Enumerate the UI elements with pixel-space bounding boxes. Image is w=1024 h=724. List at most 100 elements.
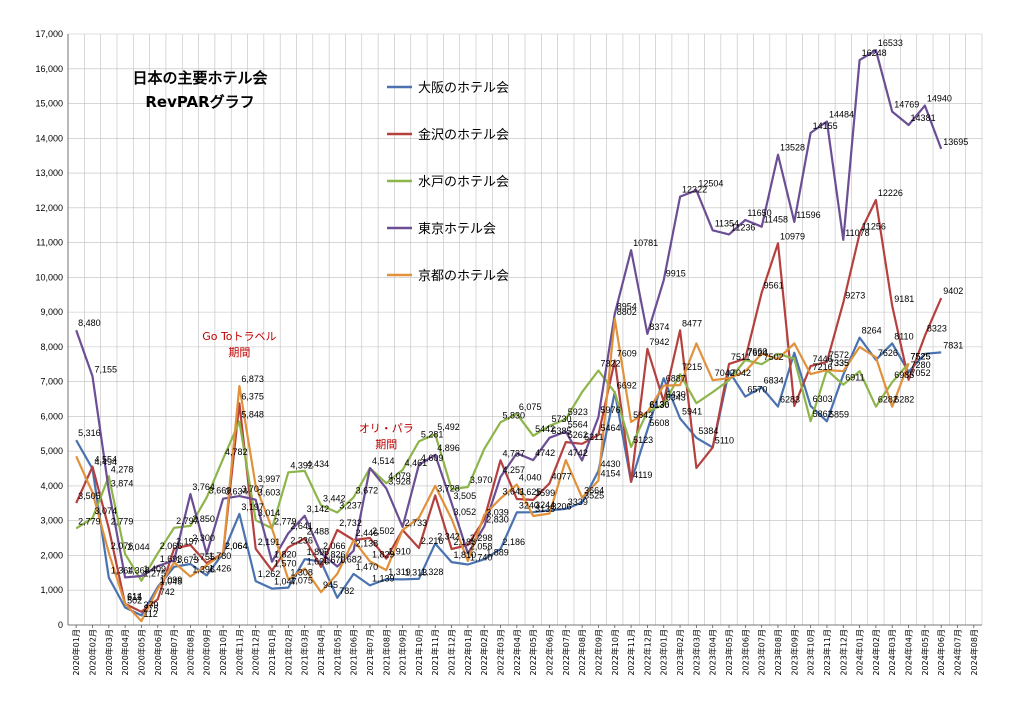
data-label: 5123: [633, 435, 653, 445]
data-label: 5730: [551, 414, 571, 424]
data-label: 12322: [682, 185, 707, 195]
data-label: 6,375: [241, 391, 264, 401]
data-label: 2,779: [274, 516, 297, 526]
data-label: 1,426: [209, 563, 232, 573]
data-label: 12504: [698, 178, 723, 188]
data-label: 7335: [829, 358, 849, 368]
y-tick-label: 0: [58, 620, 63, 630]
data-label: 7280: [911, 360, 931, 370]
data-label: 2,641: [290, 521, 313, 531]
x-tick-label: 2022年09月: [593, 629, 603, 676]
data-label: 4,554: [94, 455, 117, 465]
data-label: 8802: [617, 307, 637, 317]
x-tick-label: 2021年11月: [430, 629, 440, 676]
y-axis: 0 1,000 2,000 3,000 4,000 5,000 6,000 7,000 8,00…: [35, 29, 69, 630]
data-label: 2,064: [225, 541, 248, 551]
data-label: 4,434: [307, 459, 330, 469]
data-label: 6570: [747, 385, 767, 395]
data-label: 5,830: [503, 410, 526, 420]
data-label: 8264: [862, 326, 882, 336]
x-tick-label: 2020年04月: [120, 629, 130, 676]
data-label: 7042: [715, 368, 735, 378]
x-tick-label: 2022年08月: [577, 629, 587, 676]
data-label: 4742: [535, 448, 555, 458]
legend-label: 大阪のホテル会: [418, 81, 509, 96]
data-label: 4119: [633, 470, 652, 480]
data-label: 3525: [584, 490, 604, 500]
data-label: 13695: [943, 137, 968, 147]
data-label: 7525: [911, 351, 931, 361]
data-label: 2,797: [176, 516, 199, 526]
data-label: 2,064: [225, 541, 248, 551]
data-label: 3,142: [307, 504, 330, 514]
x-tick-label: 2021年10月: [414, 629, 424, 676]
data-label: 2,779: [111, 516, 134, 526]
data-label: 1,328: [421, 567, 444, 577]
data-label: 6130: [649, 400, 669, 410]
data-label: 3,052: [454, 507, 477, 517]
x-tick-label: 2023年01月: [659, 629, 669, 676]
data-label: 2,076: [111, 541, 134, 551]
data-label: 3,237: [339, 500, 362, 510]
data-label: 14940: [927, 94, 952, 104]
data-label: 1,780: [209, 551, 232, 561]
data-label: 1,670: [323, 555, 346, 565]
x-tick-label: 2020年02月: [87, 629, 97, 676]
data-label: 4,514: [372, 456, 395, 466]
data-label: 2,300: [192, 533, 215, 543]
chart-title-line: 日本の主要ホテル会: [132, 69, 267, 87]
x-tick-label: 2022年07月: [561, 629, 571, 676]
x-tick-label: 2022年10月: [610, 629, 620, 676]
data-label: 3,603: [258, 488, 281, 498]
data-label: 7511: [731, 352, 750, 362]
annotation-label: オリ・パラ: [359, 422, 414, 435]
data-label: 14769: [894, 100, 919, 110]
data-label: 1,470: [356, 562, 379, 572]
data-label: 1,570: [274, 558, 297, 568]
data-label: 6282: [878, 395, 898, 405]
data-label: 7446: [813, 354, 833, 364]
y-tick-label: 12,000: [35, 203, 63, 213]
data-label: 1,368: [127, 565, 150, 575]
data-label: 6343: [666, 392, 686, 402]
data-label: 2,186: [503, 537, 526, 547]
x-tick-label: 2024年06月: [936, 629, 946, 676]
series-line-3: [75, 352, 910, 582]
data-label: 9402: [943, 286, 963, 296]
data-label: 14484: [829, 109, 854, 119]
data-label: 1,893: [307, 547, 330, 557]
data-label: 11458: [764, 215, 788, 225]
data-label: 3,764: [192, 482, 215, 492]
data-label: 4742: [568, 448, 588, 458]
data-label: 3,197: [241, 502, 264, 512]
data-label: 1,364: [111, 566, 134, 576]
data-label: 1,262: [258, 569, 281, 579]
data-label: 8374: [649, 322, 669, 332]
x-tick-label: 2023年10月: [806, 629, 816, 676]
data-label: 2,733: [405, 518, 428, 528]
data-label: 4,392: [290, 460, 313, 470]
data-label: 3664: [584, 486, 604, 496]
x-tick-label: 2022年12月: [642, 629, 652, 676]
data-label: 8,480: [78, 318, 101, 328]
data-label: 8323: [927, 324, 947, 334]
data-label: 6430: [666, 389, 686, 399]
data-label: 4,896: [437, 443, 460, 453]
data-label: 11596: [796, 210, 820, 220]
data-label: 4,609: [421, 453, 444, 463]
data-label: 3,669: [209, 485, 232, 495]
x-tick-label: 2022年04月: [512, 629, 522, 676]
y-tick-label: 2,000: [40, 550, 63, 560]
data-label: 1,045: [160, 577, 183, 587]
data-label: 2,779: [78, 516, 101, 526]
data-label: 6911: [845, 373, 864, 383]
data-label: 4,079: [388, 471, 411, 481]
data-label: 1,409: [143, 564, 166, 574]
data-label: 7831: [943, 340, 963, 350]
x-tick-label: 2021年08月: [381, 629, 391, 676]
data-label: 3135: [535, 504, 555, 514]
y-tick-label: 8,000: [40, 342, 63, 352]
data-label: 16533: [878, 38, 903, 48]
legend-label: 東京ホテル会: [418, 221, 496, 237]
